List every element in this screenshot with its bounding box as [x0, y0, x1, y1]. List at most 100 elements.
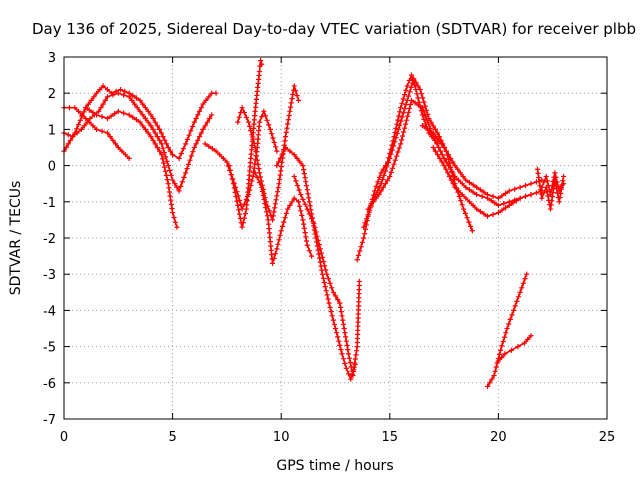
data-point-fill — [275, 241, 281, 247]
data-point — [239, 105, 245, 111]
data-point-fill — [206, 94, 212, 100]
data-point — [539, 195, 545, 201]
data-point-fill — [287, 202, 293, 208]
data-point-fill — [533, 190, 539, 196]
data-point-fill — [325, 276, 331, 282]
data-point — [183, 141, 189, 147]
data-point-fill — [396, 113, 402, 119]
data-point-fill — [163, 172, 169, 178]
data-point — [137, 108, 143, 114]
data-point-fill — [415, 83, 421, 89]
data-point-fill — [390, 143, 397, 149]
data-point-fill — [364, 216, 370, 222]
data-point — [441, 163, 447, 169]
data-point-fill — [271, 255, 277, 262]
data-point — [93, 90, 100, 96]
data-point — [430, 144, 436, 151]
data-point-fill — [188, 128, 194, 134]
data-point-fill — [334, 330, 340, 336]
data-point-fill — [121, 92, 127, 98]
data-point-fill — [362, 220, 368, 226]
data-point-fill — [306, 195, 312, 201]
data-point-fill — [130, 93, 136, 99]
data-point — [96, 108, 102, 114]
data-point-fill — [249, 132, 255, 138]
data-point-fill — [479, 193, 485, 199]
data-point-fill — [86, 107, 92, 113]
data-point-fill — [514, 298, 520, 304]
data-point-fill — [256, 166, 262, 172]
data-point-fill — [389, 147, 395, 153]
data-point-fill — [167, 167, 173, 173]
data-point — [502, 351, 508, 357]
data-point-fill — [203, 97, 209, 103]
data-point-fill — [181, 174, 187, 180]
data-point — [408, 72, 415, 78]
data-point-fill — [416, 102, 422, 108]
data-point-fill — [281, 148, 287, 154]
data-point-fill — [512, 186, 518, 192]
data-point-fill — [328, 309, 334, 315]
data-point — [209, 112, 215, 118]
data-point-fill — [248, 128, 254, 134]
data-point — [285, 206, 291, 212]
plot-frame — [63, 56, 608, 420]
data-point — [495, 358, 501, 364]
data-point-fill — [500, 338, 506, 345]
data-point-fill — [305, 191, 311, 197]
data-point — [287, 108, 293, 114]
data-point — [176, 188, 182, 194]
data-point — [317, 246, 323, 252]
data-point-fill — [340, 317, 346, 323]
y-tick-label: -7 — [43, 413, 56, 428]
data-point — [511, 307, 517, 313]
data-point-fill — [436, 137, 442, 143]
data-point-fill — [100, 101, 106, 107]
data-point — [560, 181, 567, 187]
data-point-fill — [168, 172, 174, 178]
y-tick-label: -4 — [43, 304, 56, 319]
data-point — [159, 152, 165, 158]
data-point-fill — [142, 126, 148, 132]
data-point — [378, 181, 384, 187]
data-point-fill — [418, 91, 424, 97]
data-point — [235, 119, 241, 125]
data-point — [246, 119, 252, 125]
data-point-fill — [397, 109, 403, 115]
data-point-fill — [352, 360, 358, 366]
data-point-fill — [385, 177, 391, 183]
data-point-fill — [180, 146, 187, 152]
data-point-fill — [198, 105, 204, 111]
data-point-fill — [91, 94, 97, 100]
data-point-fill — [343, 334, 349, 340]
data-point-fill — [306, 248, 312, 254]
data-point-fill — [196, 134, 203, 140]
data-point — [115, 108, 121, 114]
data-point-fill — [288, 104, 294, 110]
data-point-fill — [259, 188, 266, 194]
data-point — [330, 289, 336, 295]
data-point-fill — [266, 208, 272, 214]
data-point-fill — [279, 223, 286, 229]
data-point-fill — [406, 105, 413, 111]
data-point-fill — [439, 159, 445, 165]
y-tick-label: 0 — [48, 160, 56, 175]
data-point-fill — [433, 134, 439, 140]
data-point-fill — [437, 148, 444, 154]
data-point-fill — [424, 117, 430, 123]
data-point-fill — [154, 144, 160, 151]
data-point-fill — [301, 225, 307, 231]
data-point-fill — [329, 285, 335, 291]
data-point-fill — [306, 211, 312, 217]
data-point-fill — [342, 330, 348, 336]
data-point-fill — [501, 334, 508, 340]
data-point — [356, 278, 362, 285]
data-point-fill — [162, 168, 169, 174]
data-point-fill — [233, 194, 239, 200]
data-point — [83, 115, 89, 122]
data-point-fill — [255, 161, 261, 167]
data-point-fill — [403, 121, 409, 127]
data-point-fill — [102, 97, 108, 103]
data-point-fill — [337, 342, 343, 348]
data-point-fill — [162, 137, 168, 143]
